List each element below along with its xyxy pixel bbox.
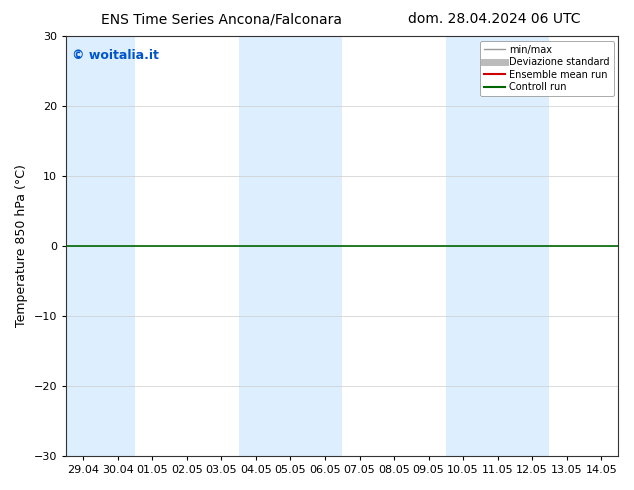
- Y-axis label: Temperature 850 hPa (°C): Temperature 850 hPa (°C): [15, 165, 28, 327]
- Text: © woitalia.it: © woitalia.it: [72, 49, 158, 62]
- Bar: [66, 36, 135, 456]
- Text: dom. 28.04.2024 06 UTC: dom. 28.04.2024 06 UTC: [408, 12, 581, 26]
- Bar: [446, 36, 550, 456]
- Bar: [239, 36, 342, 456]
- Text: ENS Time Series Ancona/Falconara: ENS Time Series Ancona/Falconara: [101, 12, 342, 26]
- Legend: min/max, Deviazione standard, Ensemble mean run, Controll run: min/max, Deviazione standard, Ensemble m…: [480, 41, 614, 96]
